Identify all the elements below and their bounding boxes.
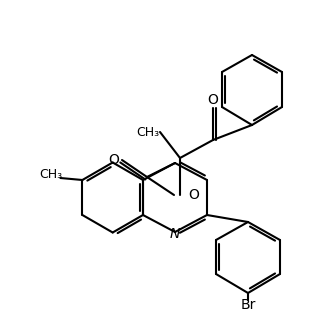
Text: O: O [208, 93, 218, 107]
Text: N: N [170, 227, 180, 241]
Text: Br: Br [240, 298, 256, 312]
Text: CH₃: CH₃ [39, 168, 62, 181]
Text: O: O [109, 153, 119, 167]
Text: CH₃: CH₃ [136, 126, 159, 139]
Text: O: O [189, 188, 199, 202]
